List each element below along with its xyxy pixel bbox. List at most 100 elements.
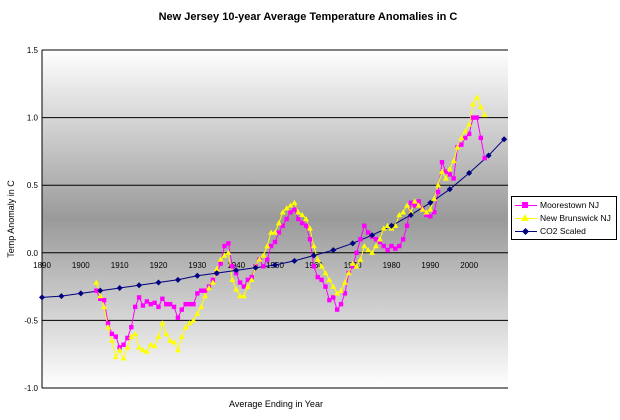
point-new-brunswick-nj [380, 225, 387, 231]
point-new-brunswick-nj [384, 222, 391, 228]
x-tick-label: 1920 [150, 261, 168, 270]
point-new-brunswick-nj [338, 287, 345, 293]
point-new-brunswick-nj [481, 111, 488, 118]
point-new-brunswick-nj [345, 270, 352, 276]
point-moorestown-nj [366, 230, 371, 235]
point-new-brunswick-nj [473, 94, 480, 100]
point-moorestown-nj [241, 284, 247, 289]
point-new-brunswick-nj [361, 243, 368, 249]
point-new-brunswick-nj [272, 229, 278, 235]
point-moorestown-nj [447, 172, 452, 177]
point-co2-scaled [407, 211, 414, 218]
y-tick-label: 0.5 [27, 181, 39, 190]
point-moorestown-nj [389, 243, 394, 249]
point-new-brunswick-nj [314, 256, 321, 262]
point-moorestown-nj [94, 288, 99, 293]
point-new-brunswick-nj [341, 279, 348, 285]
point-new-brunswick-nj [178, 333, 185, 339]
point-new-brunswick-nj [326, 276, 333, 283]
point-moorestown-nj [195, 291, 200, 296]
square-marker-icon [522, 202, 528, 208]
point-moorestown-nj [175, 315, 181, 320]
point-new-brunswick-nj [369, 249, 376, 255]
point-co2-scaled [77, 290, 84, 297]
point-new-brunswick-nj [295, 209, 302, 215]
legend-item-moorestown: Moorestown NJ [512, 199, 616, 212]
point-co2-scaled [155, 279, 162, 286]
legend-item-new-brunswick: New Brunswick NJ [512, 212, 616, 225]
point-moorestown-nj [334, 307, 340, 312]
point-moorestown-nj [101, 297, 107, 303]
point-new-brunswick-nj [132, 330, 139, 337]
point-moorestown-nj [280, 223, 285, 228]
point-new-brunswick-nj [217, 256, 224, 262]
point-new-brunswick-nj [171, 339, 178, 345]
point-new-brunswick-nj [407, 209, 414, 215]
point-moorestown-nj [140, 303, 146, 308]
point-moorestown-nj [385, 247, 390, 253]
point-co2-scaled [116, 284, 123, 291]
point-new-brunswick-nj [174, 347, 181, 353]
point-moorestown-nj [377, 239, 383, 245]
gridlines [41, 49, 508, 389]
point-new-brunswick-nj [392, 222, 399, 228]
point-new-brunswick-nj [229, 276, 236, 283]
point-moorestown-nj [424, 212, 429, 218]
point-moorestown-nj [261, 264, 266, 269]
point-moorestown-nj [416, 199, 421, 204]
point-moorestown-nj [292, 207, 297, 212]
point-new-brunswick-nj [458, 134, 465, 141]
point-new-brunswick-nj [260, 252, 267, 258]
point-moorestown-nj [179, 307, 184, 312]
legend-label-co2: CO2 Scaled [540, 226, 586, 236]
point-moorestown-nj [432, 210, 437, 215]
point-moorestown-nj [226, 241, 231, 246]
y-axis-title: Temp Anomaly in C [6, 180, 16, 258]
point-moorestown-nj [307, 237, 313, 242]
point-new-brunswick-nj [205, 284, 212, 291]
point-moorestown-nj [284, 216, 289, 222]
x-tick-label: 1890 [33, 261, 51, 270]
point-new-brunswick-nj [124, 344, 131, 350]
point-new-brunswick-nj [240, 293, 247, 299]
point-moorestown-nj [98, 296, 103, 301]
point-new-brunswick-nj [136, 344, 143, 350]
point-moorestown-nj [133, 304, 138, 310]
point-co2-scaled [58, 293, 65, 300]
point-moorestown-nj [466, 131, 472, 137]
point-moorestown-nj [167, 301, 173, 307]
point-new-brunswick-nj [225, 249, 232, 255]
point-moorestown-nj [408, 200, 414, 205]
point-moorestown-nj [136, 295, 142, 300]
point-new-brunswick-nj [365, 247, 372, 253]
point-new-brunswick-nj [470, 101, 477, 107]
point-new-brunswick-nj [244, 283, 251, 289]
point-moorestown-nj [148, 301, 153, 307]
point-moorestown-nj [435, 189, 441, 195]
x-tick-label: 1940 [227, 261, 245, 270]
point-moorestown-nj [144, 299, 150, 304]
legend: Moorestown NJ New Brunswick NJ CO2 Scale… [511, 196, 617, 240]
point-moorestown-nj [299, 220, 305, 226]
point-moorestown-nj [412, 203, 417, 208]
point-moorestown-nj [191, 301, 196, 307]
point-co2-scaled [174, 276, 181, 283]
y-tick-label: 1.0 [27, 114, 39, 123]
point-moorestown-nj [373, 237, 379, 242]
point-co2-scaled [136, 282, 143, 289]
point-co2-scaled [291, 257, 298, 264]
x-tick-label: 1900 [72, 261, 90, 270]
point-moorestown-nj [350, 264, 355, 269]
point-new-brunswick-nj [209, 279, 216, 285]
point-new-brunswick-nj [147, 341, 154, 347]
point-moorestown-nj [463, 135, 468, 141]
point-new-brunswick-nj [159, 320, 166, 326]
point-moorestown-nj [303, 223, 309, 228]
point-moorestown-nj [245, 277, 251, 283]
point-moorestown-nj [125, 335, 130, 341]
point-moorestown-nj [288, 210, 293, 215]
point-moorestown-nj [338, 301, 344, 307]
point-new-brunswick-nj [291, 199, 298, 205]
legend-label-new-brunswick: New Brunswick NJ [540, 213, 611, 223]
point-co2-scaled [97, 287, 104, 294]
